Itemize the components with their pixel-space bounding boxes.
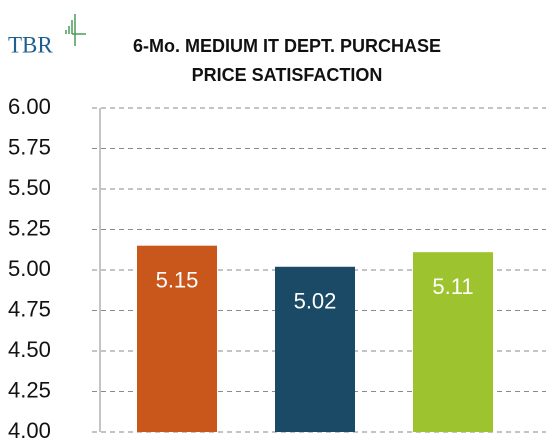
y-tick-label: 5.00 — [8, 256, 51, 281]
y-tick-label: 4.75 — [8, 296, 51, 321]
value-label: 5.02 — [294, 289, 337, 314]
bar — [275, 266, 355, 432]
y-tick-label: 4.25 — [8, 377, 51, 402]
y-tick-label: 4.50 — [8, 337, 51, 362]
logo-text: TBR — [8, 32, 53, 57]
logo: TBR — [8, 14, 86, 57]
value-label: 5.11 — [432, 274, 473, 299]
y-tick-label: 6.00 — [8, 94, 51, 119]
y-tick-label: 5.25 — [8, 215, 51, 240]
chart-title: PRICE SATISFACTION — [192, 65, 383, 85]
y-tick-label: 4.00 — [8, 418, 51, 441]
bar — [137, 245, 217, 432]
y-tick-label: 5.50 — [8, 175, 51, 200]
y-tick-label: 5.75 — [8, 134, 51, 159]
logo-graphic — [65, 14, 86, 46]
value-label: 5.15 — [156, 268, 199, 293]
chart-title: 6-Mo. MEDIUM IT DEPT. PURCHASE — [133, 36, 441, 56]
bar — [413, 252, 493, 432]
